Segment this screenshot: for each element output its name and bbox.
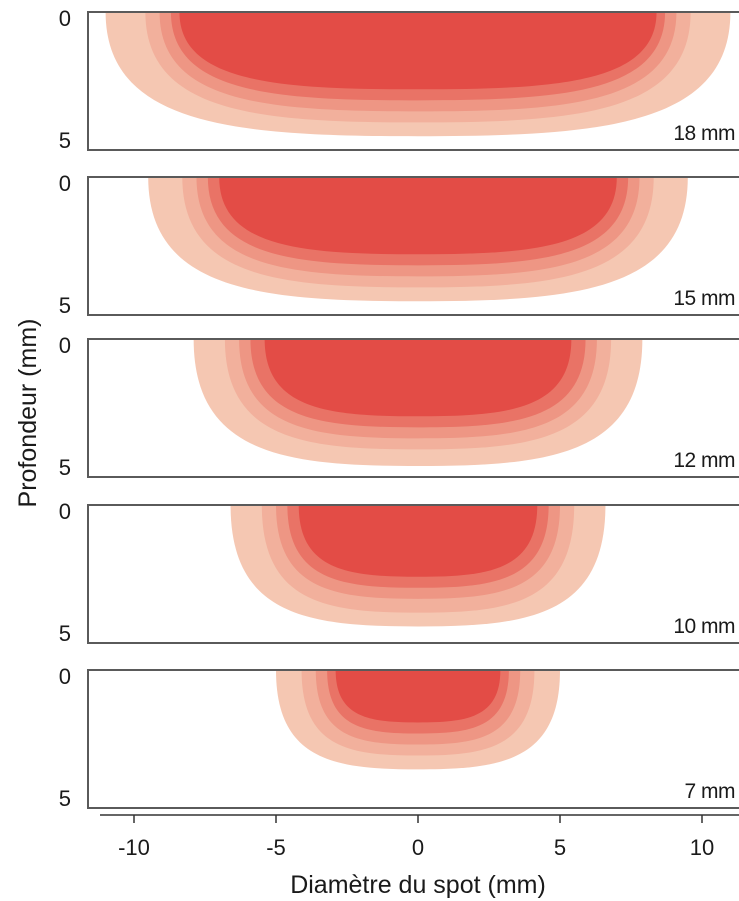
panel: 0 5 15 mm	[59, 171, 739, 318]
x-tick-label: 5	[554, 835, 566, 860]
y-tick-label: 5	[59, 786, 71, 811]
x-tick-label: 10	[690, 835, 714, 860]
x-tick-label: 0	[412, 835, 424, 860]
panel-frame	[87, 176, 739, 316]
y-tick-label: 5	[59, 293, 71, 318]
dose-contour-level-5	[219, 177, 617, 255]
spot-size-label: 18 mm	[673, 122, 735, 145]
panel: 0 5 7 mm	[59, 664, 739, 811]
y-tick-label: 0	[59, 171, 71, 196]
y-tick-label: 5	[59, 621, 71, 646]
y-tick-label: 0	[59, 333, 71, 358]
contour-group	[105, 12, 731, 137]
dose-contour-level-5	[179, 12, 657, 90]
dose-contour-level-5	[335, 670, 501, 723]
panel-frame	[87, 338, 739, 478]
dose-contour-level-5	[264, 339, 572, 417]
spot-size-label: 12 mm	[673, 449, 735, 472]
y-tick-label: 0	[59, 664, 71, 689]
panel: 0 5 12 mm	[59, 333, 739, 480]
y-tick-label: 0	[59, 6, 71, 31]
x-axis: -10 -5 0 5 10	[100, 814, 739, 860]
y-axis-title: Profondeur (mm)	[14, 319, 42, 508]
panel: 0 5 10 mm	[59, 499, 739, 646]
contour-group	[148, 177, 688, 302]
spot-size-label: 7 mm	[685, 780, 736, 803]
contour-group	[193, 339, 643, 466]
contour-group	[230, 505, 606, 627]
y-tick-label: 5	[59, 455, 71, 480]
dose-contour-level-5	[298, 505, 538, 577]
x-tick-label: -5	[266, 835, 286, 860]
y-tick-label: 0	[59, 499, 71, 524]
spot-size-label: 10 mm	[673, 615, 735, 638]
x-axis-title: Diamètre du spot (mm)	[290, 871, 546, 899]
panel-frame	[87, 11, 739, 151]
contour-group	[276, 670, 560, 770]
y-tick-label: 5	[59, 128, 71, 153]
x-tick-label: -10	[118, 835, 150, 860]
panel: 0 5 18 mm	[59, 6, 739, 153]
panel-frame	[87, 504, 739, 644]
panel-frame	[87, 669, 739, 809]
panels-layer: 0 5 18 mm 0 5 15 mm 0 5 12 mm 0 5 10 mm 0 5 7 mm	[59, 6, 739, 811]
spot-size-label: 15 mm	[673, 287, 735, 310]
